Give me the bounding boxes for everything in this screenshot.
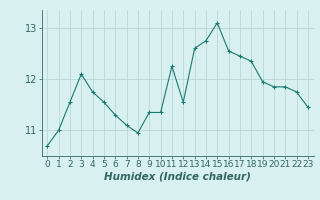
- X-axis label: Humidex (Indice chaleur): Humidex (Indice chaleur): [104, 172, 251, 182]
